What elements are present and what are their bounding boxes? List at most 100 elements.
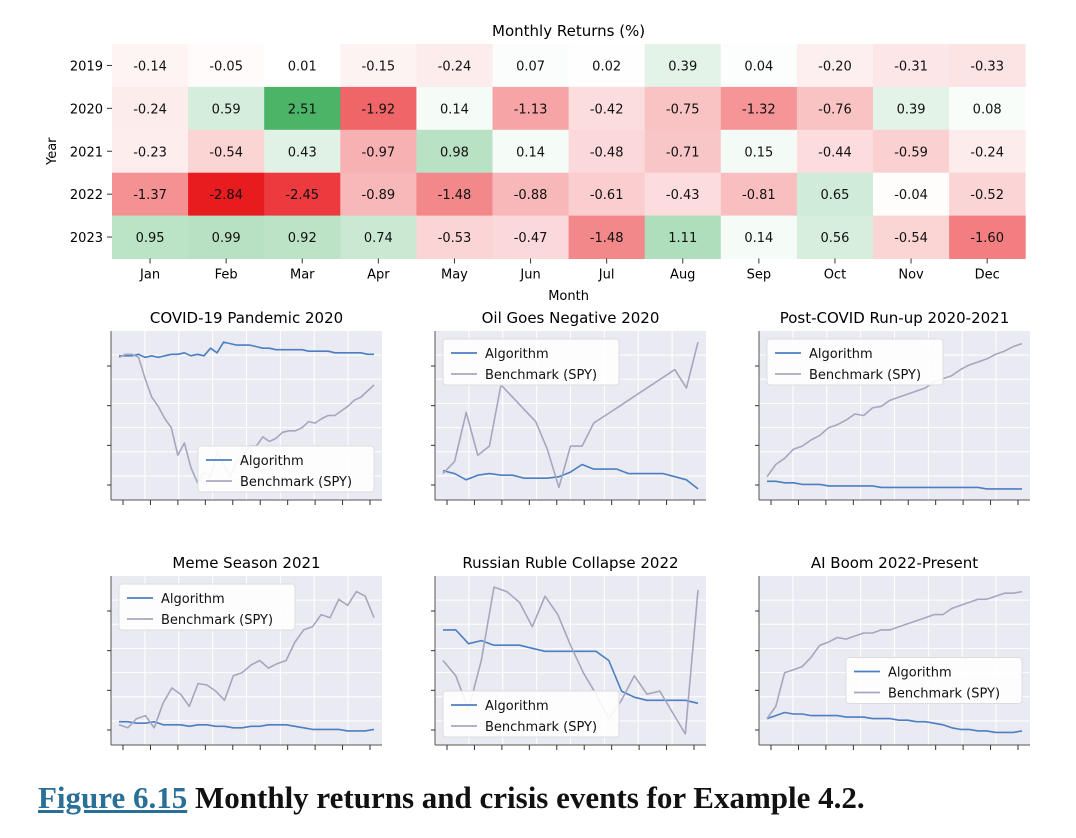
x-tick-label: May xyxy=(441,268,468,283)
panel-title: AI Boom 2022-Present xyxy=(811,554,978,572)
legend-label: Algorithm xyxy=(485,699,549,714)
heatmap-cell-label: -0.76 xyxy=(818,102,852,117)
y-tick-label: 2021 xyxy=(70,145,103,160)
x-tick-label: Mar xyxy=(290,268,315,283)
heatmap-cell-label: 0.07 xyxy=(516,59,545,74)
heatmap-cell-label: -0.89 xyxy=(362,188,396,203)
x-tick-label: Apr xyxy=(367,268,390,283)
heatmap-cell-label: 0.15 xyxy=(744,145,773,160)
heatmap-cell-label: 0.08 xyxy=(973,102,1002,117)
x-tick-label: Jul xyxy=(598,268,615,283)
heatmap-cell-label: 0.95 xyxy=(136,231,165,246)
heatmap-cell-label: -0.42 xyxy=(590,102,624,117)
heatmap-cell-label: 0.39 xyxy=(897,102,926,117)
x-tick-label: Nov xyxy=(898,268,924,283)
figure-reference-link[interactable]: Figure 6.15 xyxy=(38,780,187,815)
heatmap-cell-label: -0.81 xyxy=(742,188,776,203)
heatmap-cell-label: -0.43 xyxy=(666,188,700,203)
heatmap-cell-label: -0.88 xyxy=(514,188,548,203)
x-tick-label: Sep xyxy=(747,268,772,283)
heatmap-cell-label: -0.47 xyxy=(514,231,548,246)
x-tick-label: Jan xyxy=(139,268,160,283)
x-tick-label: Oct xyxy=(824,268,846,283)
y-tick-label: 2019 xyxy=(70,59,103,74)
heatmap-cell-label: -0.23 xyxy=(133,145,167,160)
heatmap-cell-label: -0.97 xyxy=(362,145,396,160)
figure-caption: Figure 6.15 Monthly returns and crisis e… xyxy=(38,780,865,816)
heatmap-cell-label: -2.45 xyxy=(285,188,319,203)
legend-label: Algorithm xyxy=(240,454,304,469)
heatmap-cell-label: -0.71 xyxy=(666,145,700,160)
heatmap-cell-label: 0.74 xyxy=(364,231,393,246)
heatmap-cell-label: -0.54 xyxy=(894,231,928,246)
heatmap-cell-label: 0.65 xyxy=(820,188,849,203)
heatmap-title: Monthly Returns (%) xyxy=(492,22,645,40)
heatmap-cell-label: -0.24 xyxy=(133,102,167,117)
heatmap-cell-label: 0.92 xyxy=(288,231,317,246)
line-panel: AI Boom 2022-Present Algorithm Benchmark (… xyxy=(755,554,1030,750)
heatmap-cell-label: -2.84 xyxy=(209,188,243,203)
heatmap-cell-label: -1.92 xyxy=(362,102,396,117)
legend-label: Algorithm xyxy=(485,347,549,362)
legend-label: Benchmark (SPY) xyxy=(888,687,1000,702)
heatmap-cell-label: 0.43 xyxy=(288,145,317,160)
heatmap-cell-label: 1.11 xyxy=(668,231,697,246)
x-tick-label: Dec xyxy=(975,268,1000,283)
heatmap-cell-label: -0.04 xyxy=(894,188,928,203)
heatmap-cell-label: -1.37 xyxy=(133,188,167,203)
figure-canvas: Monthly Returns (%) -0.14 -0.05 0.01 -0.15 -0… xyxy=(0,0,1076,775)
heatmap-cell-label: -0.24 xyxy=(970,145,1004,160)
crisis-event-panels: COVID-19 Pandemic 2020 Algorithm Benchmark… xyxy=(107,309,1030,750)
heatmap-cell-label: 0.01 xyxy=(288,59,317,74)
heatmap-cell-label: -0.20 xyxy=(818,59,852,74)
y-tick-label: 2023 xyxy=(70,231,103,246)
heatmap-cell-label: -0.15 xyxy=(362,59,396,74)
heatmap-cell-label: -0.44 xyxy=(818,145,852,160)
heatmap-cell-label: -1.13 xyxy=(514,102,548,117)
figure-caption-text: Monthly returns and crisis events for Ex… xyxy=(187,780,864,815)
heatmap-cell-label: 0.59 xyxy=(212,102,241,117)
heatmap-cell-label: -0.05 xyxy=(209,59,243,74)
panel-title: Meme Season 2021 xyxy=(172,554,320,572)
panel-title: COVID-19 Pandemic 2020 xyxy=(150,309,343,327)
heatmap-cell-label: -0.54 xyxy=(209,145,243,160)
heatmap-cell-label: -1.60 xyxy=(970,231,1004,246)
legend-label: Algorithm xyxy=(888,666,952,681)
line-panel: COVID-19 Pandemic 2020AlgorithmBenchmark… xyxy=(107,309,382,505)
heatmap-cell-label: 0.99 xyxy=(212,231,241,246)
legend-label: Algorithm xyxy=(809,347,873,362)
heatmap-cell-label: -0.75 xyxy=(666,102,700,117)
heatmap-cell-label: -0.14 xyxy=(133,59,167,74)
line-panel: Meme Season 2021 Algorithm Benchmark (SPY) xyxy=(107,554,382,750)
heatmap-cell-label: 0.39 xyxy=(668,59,697,74)
legend-label: Algorithm xyxy=(161,592,225,607)
legend-label: Benchmark (SPY) xyxy=(485,368,597,383)
heatmap-cell-label: 0.14 xyxy=(440,102,469,117)
x-tick-label: Aug xyxy=(670,268,695,283)
heatmap-cell-label: -1.48 xyxy=(438,188,472,203)
panel-title: Oil Goes Negative 2020 xyxy=(482,309,660,327)
y-tick-label: 2022 xyxy=(70,188,103,203)
x-tick-label: Jun xyxy=(519,268,540,283)
legend-label: Benchmark (SPY) xyxy=(485,720,597,735)
heatmap-cell-label: 0.14 xyxy=(744,231,773,246)
y-tick-label: 2020 xyxy=(70,102,103,117)
monthly-returns-heatmap: Monthly Returns (%) -0.14 -0.05 0.01 -0.15 -0… xyxy=(45,22,1026,304)
heatmap-cell-label: -1.32 xyxy=(742,102,776,117)
heatmap-cell-label: 0.56 xyxy=(820,231,849,246)
heatmap-cell-label: -0.33 xyxy=(970,59,1004,74)
heatmap-cell-label: -0.24 xyxy=(438,59,472,74)
heatmap-cell-label: 0.98 xyxy=(440,145,469,160)
heatmap-cell-label: -0.59 xyxy=(894,145,928,160)
heatmap-cell-label: -0.52 xyxy=(970,188,1004,203)
heatmap-cell-label: -0.31 xyxy=(894,59,928,74)
x-axis-label: Month xyxy=(548,289,589,304)
heatmap-cell-label: -0.53 xyxy=(438,231,472,246)
line-panel: Russian Ruble Collapse 2022 Algorithm Benc… xyxy=(431,554,706,750)
legend-label: Benchmark (SPY) xyxy=(161,613,273,628)
heatmap-cell-label: 0.04 xyxy=(744,59,773,74)
heatmap-cell-label: -1.48 xyxy=(590,231,624,246)
heatmap-cell-label: -0.48 xyxy=(590,145,624,160)
heatmap-cell-label: 0.02 xyxy=(592,59,621,74)
heatmap-cell-label: 0.14 xyxy=(516,145,545,160)
